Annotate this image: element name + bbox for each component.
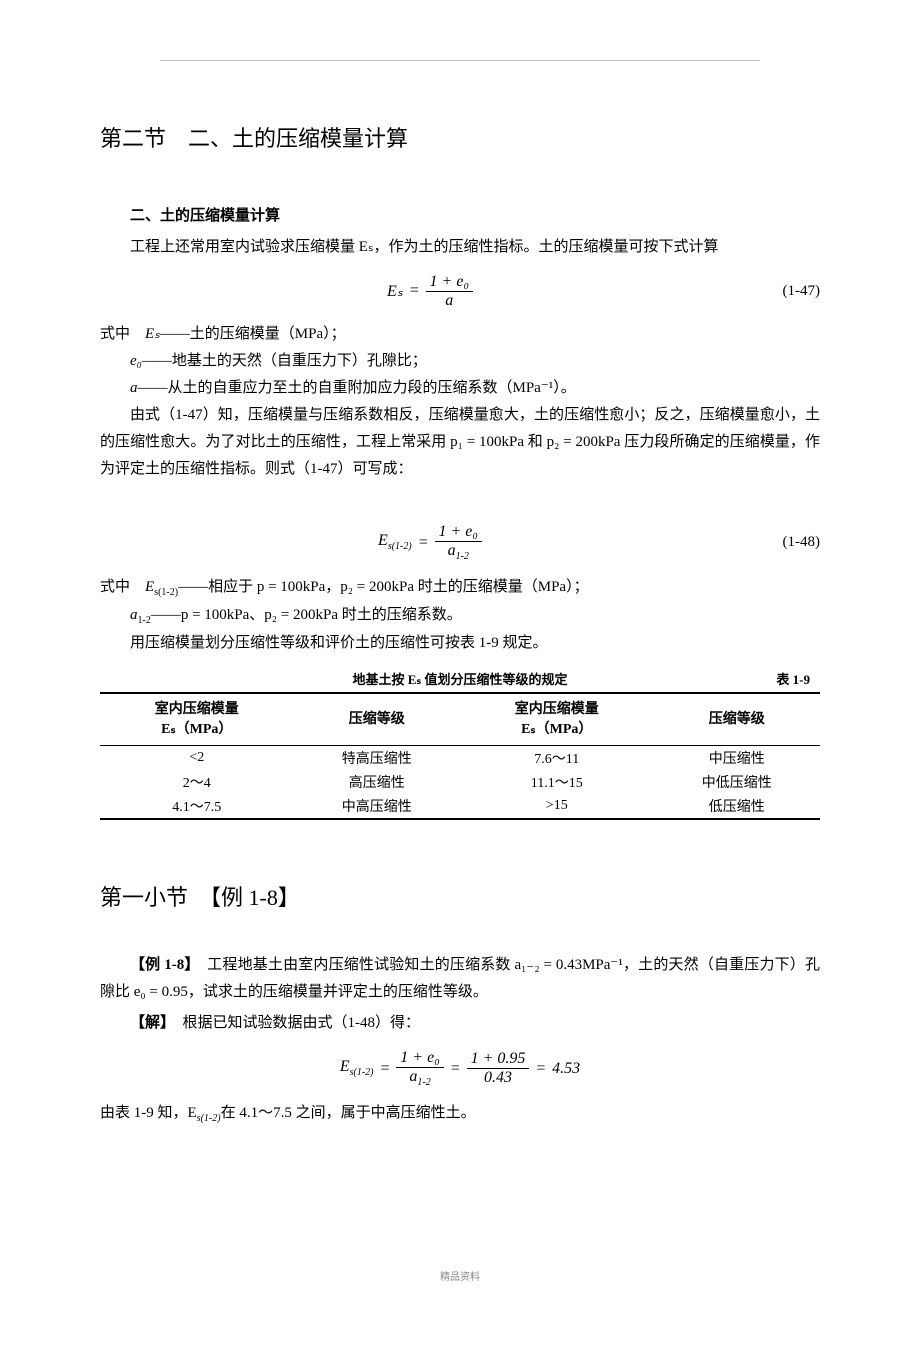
top-divider	[160, 60, 760, 61]
subsection-title: 第一小节 【例 1-8】	[100, 880, 820, 912]
defs2-row: 式中 Es(1-2)——相应于 p = 100kPa，p₂ = 200kPa 时…	[100, 574, 820, 602]
defs2-row: a1-2——p = 100kPa、p₂ = 200kPa 时土的压缩系数。	[100, 602, 820, 630]
table-cell: 中高压缩性	[294, 794, 460, 819]
table-cell: >15	[460, 794, 654, 819]
table-cell: 低压缩性	[654, 794, 820, 819]
table-cell: 7.6～11	[460, 746, 654, 771]
solve-paragraph: 【解】 根据已知试验数据由式（1-48）得：	[100, 1010, 820, 1037]
formula-1-47: Eₛ = 1 + e₀ a (1-47)	[100, 273, 820, 309]
defs-row: a——从土的自重应力至土的自重附加应力段的压缩系数（MPa⁻¹）。	[100, 375, 820, 402]
table-header: 压缩等级	[294, 693, 460, 746]
table-header: 室内压缩模量 Eₛ（MPa）	[460, 693, 654, 746]
table-cell: <2	[100, 746, 294, 771]
example-paragraph: 【例 1-8】 工程地基土由室内压缩性试验知土的压缩系数 a₁₋₂ = 0.43…	[100, 952, 820, 1006]
table-cell: 2～4	[100, 770, 294, 794]
table-header: 室内压缩模量 Eₛ（MPa）	[100, 693, 294, 746]
table-row: <2特高压缩性7.6～11中压缩性	[100, 746, 820, 771]
grade-table: 室内压缩模量 Eₛ（MPa） 压缩等级 室内压缩模量 Eₛ（MPa） 压缩等级 …	[100, 692, 820, 820]
table-title: 地基土按 Eₛ 值划分压缩性等级的规定	[170, 669, 750, 688]
formula-label: (1-48)	[760, 534, 820, 551]
paragraph-2: 由式（1-47）知，压缩模量与压缩系数相反，压缩模量愈大，土的压缩性愈小；反之，…	[100, 402, 820, 483]
paragraph-3: 用压缩模量划分压缩性等级和评价土的压缩性可按表 1-9 规定。	[100, 630, 820, 657]
intro-paragraph: 工程上还常用室内试验求压缩模量 Eₛ，作为土的压缩性指标。土的压缩模量可按下式计…	[100, 234, 820, 261]
footer-text: 精品资料	[100, 1268, 820, 1283]
section-title: 第二节 二、土的压缩模量计算	[100, 121, 820, 153]
formula-example: Es(1-2) = 1 + e₀ a1-2 = 1 + 0.95 0.43 = …	[100, 1049, 820, 1088]
conclusion: 由表 1-9 知，Es(1-2)在 4.1～7.5 之间，属于中高压缩性土。	[100, 1100, 820, 1128]
table-cell: 中低压缩性	[654, 770, 820, 794]
formula-denominator: a	[441, 292, 457, 310]
formula-label: (1-47)	[760, 283, 820, 300]
table-header: 压缩等级	[654, 693, 820, 746]
table-number: 表 1-9	[750, 669, 810, 688]
heading-2: 二、土的压缩模量计算	[100, 203, 820, 230]
formula-numerator: 1 + e₀	[426, 273, 473, 292]
table-row: 2～4高压缩性11.1～15中低压缩性	[100, 770, 820, 794]
formula-numerator: 1 + e₀	[435, 523, 482, 542]
table-cell: 特高压缩性	[294, 746, 460, 771]
formula-lhs: Eₛ	[387, 281, 403, 301]
table-cell: 11.1～15	[460, 770, 654, 794]
table-caption-row: 地基土按 Eₛ 值划分压缩性等级的规定 表 1-9	[100, 669, 820, 688]
table-cell: 中压缩性	[654, 746, 820, 771]
defs-row: e₀——地基土的天然（自重压力下）孔隙比；	[100, 348, 820, 375]
formula-1-48: Es(1-2) = 1 + e₀ a1-2 (1-48)	[100, 523, 820, 562]
defs-row: 式中 Eₛ——土的压缩模量（MPa）；	[100, 321, 820, 348]
table-cell: 高压缩性	[294, 770, 460, 794]
table-cell: 4.1～7.5	[100, 794, 294, 819]
table-row: 4.1～7.5中高压缩性>15低压缩性	[100, 794, 820, 819]
